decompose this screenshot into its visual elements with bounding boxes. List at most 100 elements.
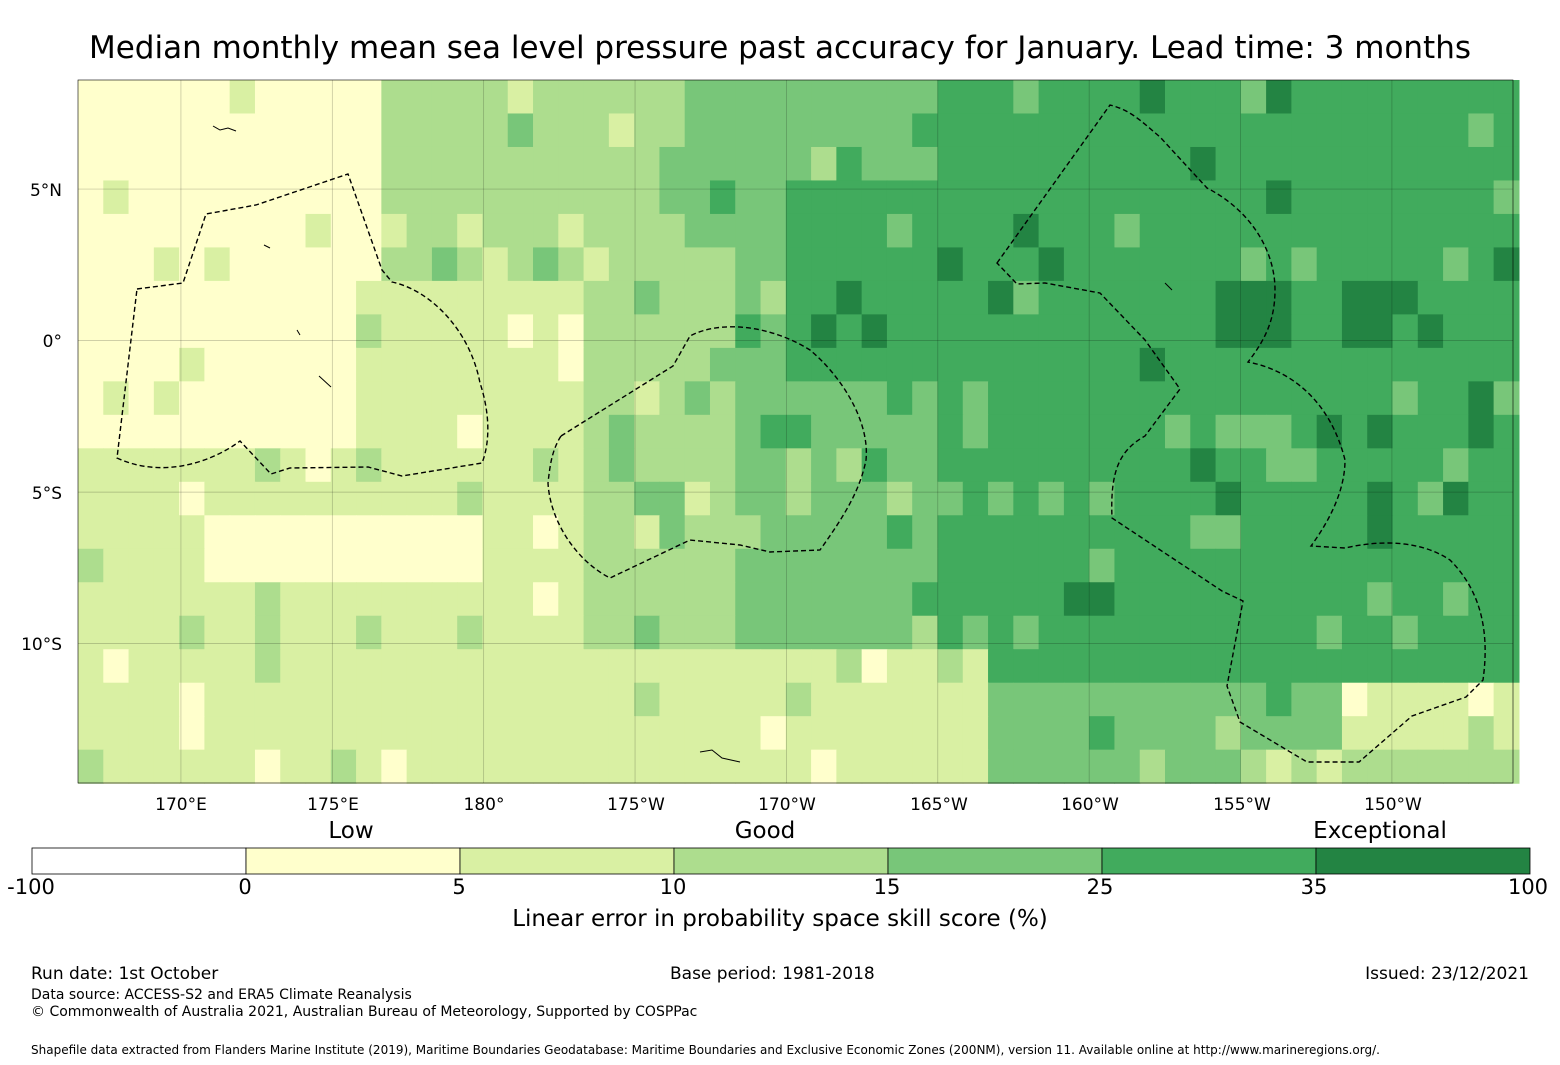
- grid-cell: [533, 314, 559, 349]
- grid-cell: [1114, 146, 1141, 182]
- grid-cell: [1291, 481, 1318, 516]
- data-source: Data source: ACCESS-S2 and ERA5 Climate …: [31, 987, 412, 1003]
- grid-cell: [1038, 649, 1065, 684]
- grid-cell: [1443, 280, 1469, 315]
- grid-cell: [608, 716, 635, 751]
- grid-cell: [608, 749, 635, 784]
- grid-cell: [330, 716, 357, 751]
- grid-cell: [406, 615, 433, 650]
- grid-cell: [179, 180, 205, 215]
- grid-cell: [1063, 213, 1090, 249]
- grid-cell: [861, 213, 888, 249]
- grid-cell: [1266, 582, 1292, 617]
- grid-cell: [735, 113, 762, 148]
- grid-cell: [1114, 414, 1141, 449]
- grid-cell: [1139, 448, 1166, 483]
- grid-cell: [1493, 381, 1520, 416]
- grid-cell: [1367, 515, 1394, 550]
- grid-cell: [103, 414, 130, 449]
- grid-cell: [785, 448, 812, 483]
- grid-cell: [280, 448, 307, 483]
- grid-cell: [1316, 649, 1343, 684]
- grid-cell: [583, 649, 610, 684]
- grid-cell: [1341, 347, 1368, 382]
- grid-cell: [1215, 314, 1242, 349]
- grid-cell: [1114, 113, 1141, 148]
- grid-cell: [583, 481, 610, 516]
- grid-cell: [406, 749, 433, 784]
- grid-cell: [1291, 414, 1318, 449]
- grid-cell: [381, 280, 408, 315]
- grid-cell: [608, 548, 635, 583]
- grid-cell: [785, 113, 812, 148]
- grid-cell: [533, 749, 559, 784]
- grid-cell: [1089, 180, 1116, 215]
- grid-cell: [1038, 548, 1065, 583]
- grid-cell: [1240, 448, 1267, 483]
- grid-cell: [128, 113, 155, 148]
- grid-cell: [457, 481, 484, 516]
- grid-cell: [381, 80, 408, 115]
- grid-cell: [204, 448, 231, 483]
- grid-cell: [583, 716, 610, 751]
- grid-cell: [709, 146, 736, 182]
- lon-label-175w: 175°W: [607, 795, 665, 815]
- grid-cell: [659, 448, 686, 483]
- grid-cell: [280, 280, 307, 315]
- grid-cell: [912, 347, 939, 382]
- grid-cell: [330, 749, 357, 784]
- grid-cell: [356, 347, 382, 382]
- grid-cell: [356, 582, 382, 617]
- grid-cell: [507, 80, 534, 115]
- grid-cell: [583, 414, 610, 449]
- grid-cell: [1392, 448, 1419, 483]
- grid-cell: [1165, 180, 1191, 215]
- grid-cell: [988, 582, 1014, 617]
- grid-cell: [583, 180, 610, 215]
- grid-cell: [684, 314, 711, 349]
- grid-cell: [1114, 481, 1141, 516]
- grid-cell: [229, 414, 256, 449]
- grid-cell: [1316, 682, 1343, 717]
- grid-cell: [709, 247, 736, 282]
- grid-cell: [1190, 414, 1217, 449]
- grid-cell: [1190, 146, 1217, 182]
- grid-cell: [1367, 716, 1394, 751]
- grid-cell: [1038, 515, 1065, 550]
- grid-cell: [254, 615, 281, 650]
- lat-label-5s: 5°S: [31, 484, 62, 504]
- grid-cell: [1165, 582, 1191, 617]
- grid-cell: [533, 381, 559, 416]
- grid-cell: [1367, 80, 1394, 115]
- grid-cell: [179, 582, 205, 617]
- grid-cell: [254, 414, 281, 449]
- grid-cell: [204, 180, 231, 215]
- grid-cell: [558, 280, 585, 315]
- grid-cell: [229, 515, 256, 550]
- grid-cell: [836, 414, 863, 449]
- grid-cell: [457, 80, 484, 115]
- grid-cell: [1063, 548, 1090, 583]
- grid-cell: [962, 180, 989, 215]
- grid-cell: [254, 548, 281, 583]
- grid-cell: [735, 80, 762, 115]
- grid-cell: [1165, 280, 1191, 315]
- grid-cell: [305, 414, 332, 449]
- grid-cell: [962, 548, 989, 583]
- grid-cell: [1417, 113, 1444, 148]
- grid-cell: [254, 280, 281, 315]
- grid-cell: [735, 716, 762, 751]
- grid-cell: [886, 381, 913, 416]
- grid-cell: [406, 314, 433, 349]
- grid-cell: [153, 481, 180, 516]
- grid-cell: [381, 146, 408, 182]
- grid-cell: [128, 80, 155, 115]
- grid-cell: [1190, 615, 1217, 650]
- lon-label-180: 180°: [463, 795, 505, 815]
- grid-cell: [861, 80, 888, 115]
- grid-cell: [128, 582, 155, 617]
- grid-cell: [811, 347, 837, 382]
- colorbar-tick: 0: [238, 875, 252, 899]
- grid-cell: [558, 347, 585, 382]
- grid-cell: [330, 448, 357, 483]
